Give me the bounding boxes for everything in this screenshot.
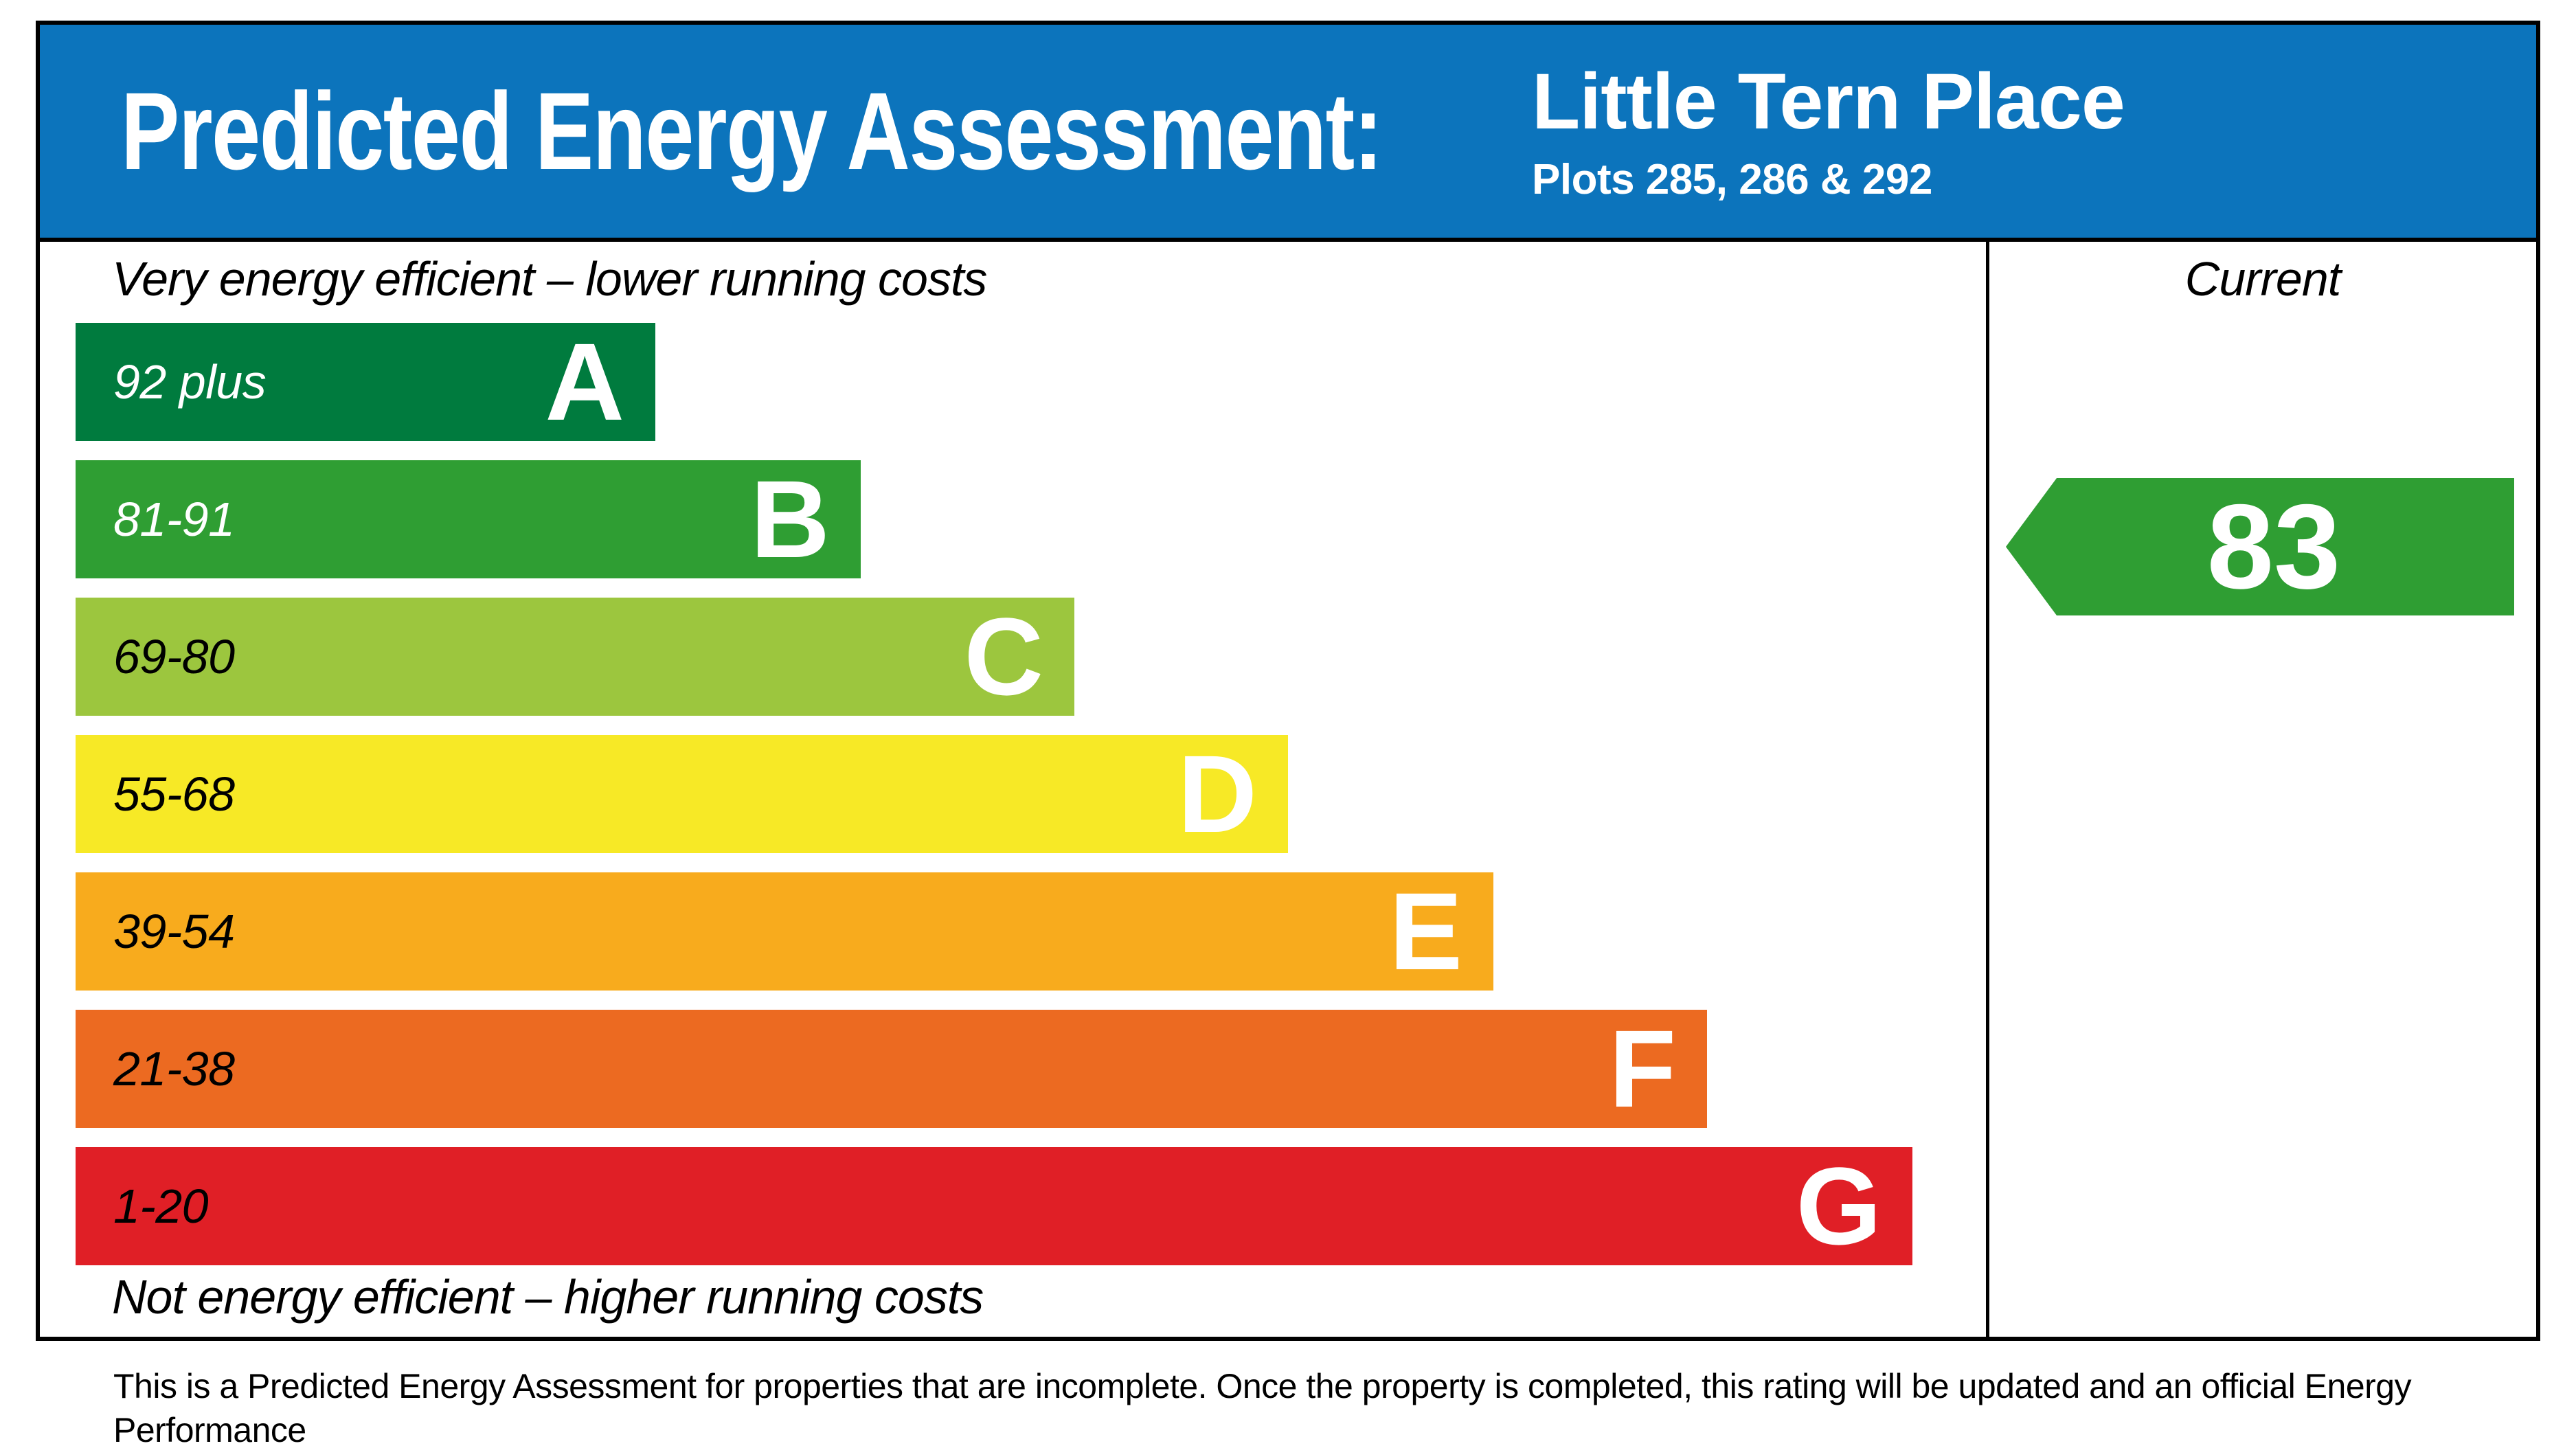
band-row-b: 81-91 B [76, 460, 2521, 578]
band-row-c: 69-80 C [76, 598, 2521, 716]
band-bar: 39-54 E [76, 872, 1493, 991]
epc-chart-frame: Predicted Energy Assessment: Little Tern… [36, 21, 2540, 1341]
band-range-label: 1-20 [113, 1179, 209, 1233]
top-caption: Very energy efficient – lower running co… [112, 252, 987, 306]
band-row-f: 21-38 F [76, 1010, 2521, 1128]
current-rating-value: 83 [2206, 479, 2341, 614]
footer-disclaimer: This is a Predicted Energy Assessment fo… [113, 1364, 2518, 1448]
band-letter: F [1609, 1007, 1676, 1130]
property-info: Little Tern Place Plots 285, 286 & 292 [1532, 59, 2125, 204]
band-row-g: 1-20 G [76, 1147, 2521, 1265]
property-plots: Plots 285, 286 & 292 [1532, 156, 1932, 204]
band-bar: 21-38 F [76, 1010, 1707, 1128]
band-bar: 55-68 D [76, 735, 1288, 853]
band-bar: 69-80 C [76, 598, 1074, 716]
band-bar: 92 plus A [76, 323, 655, 441]
band-row-d: 55-68 D [76, 735, 2521, 853]
band-letter: C [964, 595, 1043, 718]
band-range-label: 92 plus [113, 355, 267, 409]
band-row-e: 39-54 E [76, 872, 2521, 991]
band-bar: 1-20 G [76, 1147, 1912, 1265]
current-column-header: Current [2184, 252, 2341, 306]
band-range-label: 21-38 [113, 1042, 235, 1096]
footer-line-1: This is a Predicted Energy Assessment fo… [113, 1367, 2412, 1448]
band-bar: 81-91 B [76, 460, 861, 578]
band-range-label: 69-80 [113, 630, 235, 683]
band-range-label: 55-68 [113, 767, 235, 821]
property-name: Little Tern Place [1532, 58, 2125, 146]
band-letter: D [1177, 732, 1257, 855]
band-letter: G [1796, 1144, 1882, 1267]
column-divider [1986, 242, 1989, 1337]
current-rating-arrow: 83 [2006, 478, 2514, 615]
band-letter: A [545, 320, 624, 443]
band-row-a: 92 plus A [76, 323, 2521, 441]
page-title: Predicted Energy Assessment: [121, 69, 1383, 192]
header-banner: Predicted Energy Assessment: Little Tern… [40, 25, 2536, 242]
band-range-label: 39-54 [113, 905, 235, 958]
bottom-caption: Not energy efficient – higher running co… [112, 1270, 984, 1324]
band-letter: B [750, 457, 830, 580]
band-range-label: 81-91 [113, 493, 235, 546]
band-letter: E [1389, 870, 1462, 993]
